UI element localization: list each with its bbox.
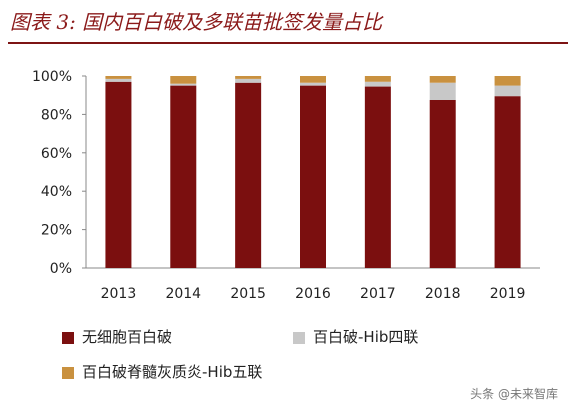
- chart-title: 图表 3: 国内百白破及多联苗批签发量占比: [10, 10, 383, 34]
- bar-segment-1: [364, 86, 391, 268]
- bar-segment-1: [494, 96, 521, 268]
- y-tick-label: 60%: [41, 146, 72, 162]
- bar-segment-3: [429, 76, 456, 83]
- legend-item-series3: 百白破脊髓灰质炎-Hib五联: [62, 361, 262, 382]
- legend-label: 百白破脊髓灰质炎-Hib五联: [82, 363, 263, 381]
- y-tick-label: 20%: [41, 223, 72, 239]
- legend-swatch: [62, 366, 74, 379]
- y-tick-label: 100%: [32, 69, 72, 85]
- bar-segment-3: [300, 76, 326, 83]
- bar-segment-3: [235, 76, 262, 79]
- bar-segment-1: [105, 81, 132, 268]
- title-divider: [8, 42, 568, 44]
- x-tick-label: 2015: [230, 286, 266, 302]
- bar-segment-2: [170, 83, 197, 86]
- bar-segment-2: [105, 78, 132, 82]
- bar-segment-2: [494, 85, 521, 97]
- bar-segment-1: [300, 85, 326, 268]
- bar-segment-2: [300, 82, 326, 86]
- x-tick-label: 2014: [165, 286, 201, 302]
- bar-segment-2: [364, 81, 391, 87]
- x-tick-label: 2013: [101, 286, 137, 302]
- y-tick-label: 80%: [41, 107, 72, 123]
- y-tick-label: 0%: [50, 261, 72, 277]
- bar-segment-1: [235, 82, 262, 268]
- bar-segment-3: [105, 76, 132, 79]
- bar-segment-3: [494, 76, 521, 86]
- legend-label: 无细胞百白破: [82, 328, 173, 346]
- x-tick-label: 2019: [490, 286, 526, 302]
- bar-segment-3: [364, 76, 391, 82]
- bar-segment-2: [429, 82, 456, 100]
- legend-item-series1: 无细胞百白破: [62, 326, 172, 347]
- x-tick-label: 2017: [360, 286, 396, 302]
- legend-swatch: [293, 331, 305, 344]
- bar-segment-1: [170, 85, 197, 268]
- watermark: 头条 @未来智库: [470, 387, 558, 401]
- bar-segment-3: [170, 76, 197, 84]
- x-tick-label: 2018: [425, 286, 461, 302]
- bar-segment-1: [429, 100, 456, 268]
- legend-label: 百白破-Hib四联: [313, 328, 419, 346]
- y-tick-label: 40%: [41, 184, 72, 200]
- legend-swatch: [62, 331, 74, 344]
- bar-segment-2: [235, 78, 262, 83]
- x-tick-label: 2016: [295, 286, 331, 302]
- legend-item-series2: 百白破-Hib四联: [293, 326, 418, 347]
